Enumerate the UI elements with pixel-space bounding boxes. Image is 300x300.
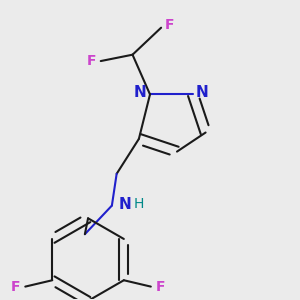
Text: F: F xyxy=(11,280,20,294)
Text: F: F xyxy=(86,54,96,68)
Text: N: N xyxy=(196,85,209,100)
Text: N: N xyxy=(118,196,131,211)
Text: H: H xyxy=(134,197,144,211)
Text: N: N xyxy=(134,85,147,100)
Text: F: F xyxy=(156,280,165,294)
Text: F: F xyxy=(164,17,174,32)
